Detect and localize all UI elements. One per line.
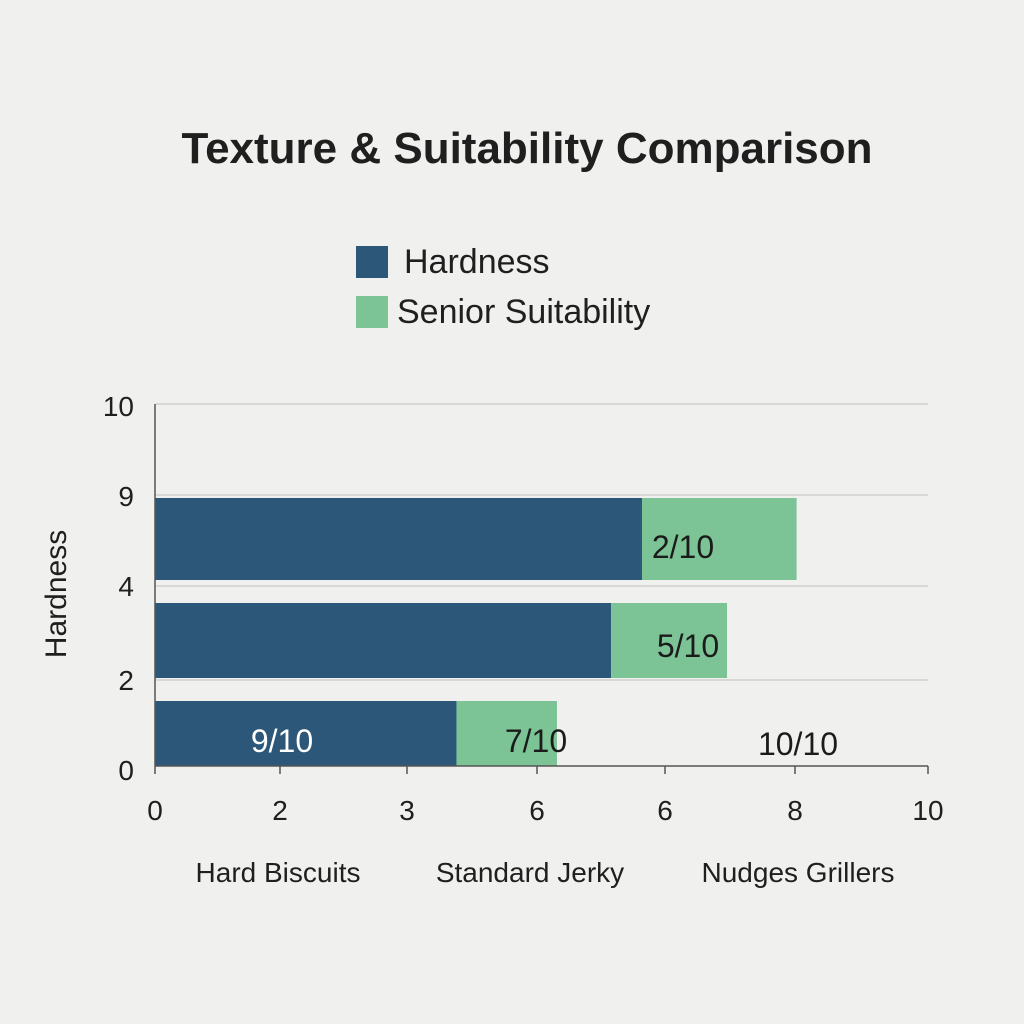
legend-label-senior-suitability: Senior Suitability <box>397 293 650 331</box>
category-label-2: Nudges Grillers <box>702 857 895 888</box>
x-tick-label-4: 6 <box>657 795 673 826</box>
bar-hardness-2 <box>155 701 457 766</box>
bar-senior-suitability-2 <box>456 701 557 766</box>
y-tick-label-3: 2 <box>118 665 134 696</box>
bar-hardness-0 <box>155 498 642 580</box>
axis-layer <box>154 404 929 774</box>
bar-layer <box>155 498 797 766</box>
x-tick-label-0: 0 <box>147 795 163 826</box>
y-tick-label-0: 10 <box>103 391 134 422</box>
category-label-0: Hard Biscuits <box>196 857 361 888</box>
legend-swatch-senior-suitability <box>356 296 388 328</box>
data-label-4: 10/10 <box>758 726 838 762</box>
x-tick-label-6: 10 <box>912 795 943 826</box>
data-label-3: 7/10 <box>505 723 567 759</box>
category-label-1: Standard Jerky <box>436 857 624 888</box>
x-tick-label-2: 3 <box>399 795 415 826</box>
y-tick-label-4: 0 <box>118 755 134 786</box>
data-label-layer: 2/10 5/10 9/10 7/10 10/10 <box>251 529 838 762</box>
y-tick-label-1: 9 <box>118 481 134 512</box>
chart-title: Texture & Suitability Comparison <box>181 124 872 173</box>
data-label-2: 9/10 <box>251 723 313 759</box>
x-tick-label-5: 8 <box>787 795 803 826</box>
bar-senior-suitability-1 <box>611 603 728 678</box>
y-tick-label-2: 4 <box>118 571 134 602</box>
grid-layer <box>155 403 928 681</box>
bar-hardness-1 <box>155 603 612 678</box>
bar-senior-suitability-0 <box>641 498 797 580</box>
legend-swatch-hardness <box>356 246 388 278</box>
data-label-1: 5/10 <box>657 628 719 664</box>
y-axis-label: Hardness <box>40 530 73 658</box>
legend-label-hardness: Hardness <box>404 243 550 281</box>
category-label-layer: Hard Biscuits Standard Jerky Nudges Grille… <box>196 857 895 888</box>
data-label-0: 2/10 <box>652 529 714 565</box>
x-tick-label-1: 2 <box>272 795 288 826</box>
tick-label-layer: 10 9 4 2 00 2 3 6 6 8 10 <box>103 391 944 826</box>
x-tick-label-3: 6 <box>529 795 545 826</box>
